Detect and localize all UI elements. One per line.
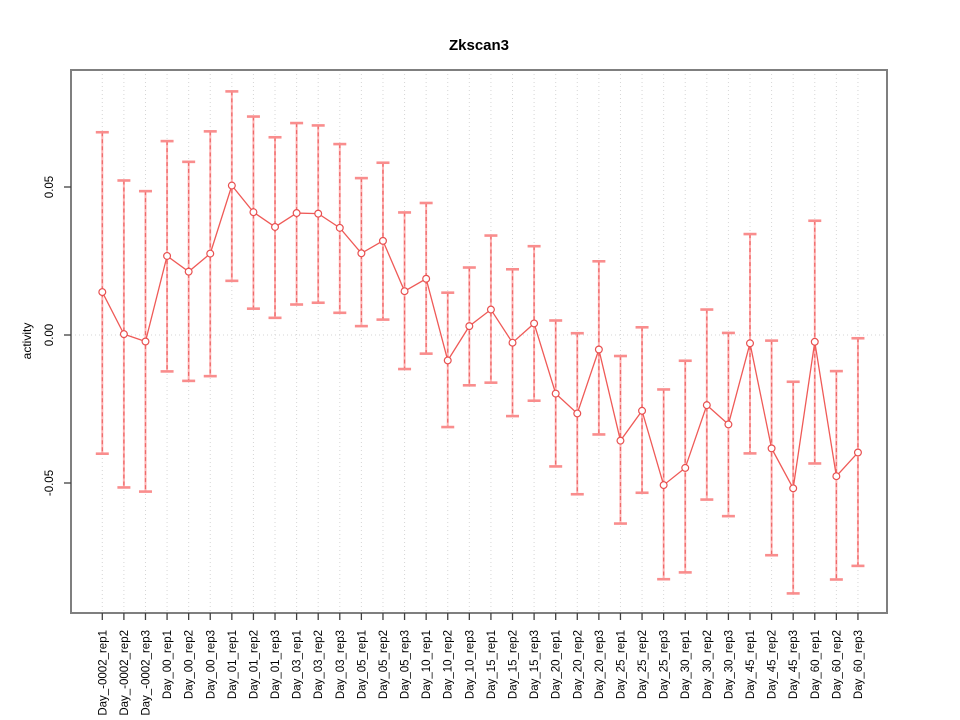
x-tick-label: Day_-0002_rep1 xyxy=(97,630,109,716)
data-point xyxy=(400,287,409,296)
data-point xyxy=(530,319,539,328)
data-point xyxy=(508,338,517,347)
series-polyline xyxy=(101,184,859,491)
data-point xyxy=(745,339,754,348)
x-tick-label: Day_03_rep1 xyxy=(292,630,304,699)
x-tick-label: Day_45_rep1 xyxy=(745,630,757,699)
data-point xyxy=(206,249,215,258)
y-tick-label: 0.00 xyxy=(44,324,56,346)
y-axis-label: activity xyxy=(20,323,34,360)
x-tick-label: Day_60_rep3 xyxy=(853,630,865,699)
x-tick-label: Day_05_rep1 xyxy=(356,630,368,699)
x-tick-label: Day_10_rep2 xyxy=(443,630,455,699)
data-point xyxy=(486,305,495,314)
chart-title: Zkscan3 xyxy=(449,37,509,54)
x-tick-label: Day_30_rep2 xyxy=(702,630,714,699)
x-tick-label: Day_01_rep3 xyxy=(270,630,282,699)
data-point xyxy=(724,420,733,429)
x-tick-label: Day_25_rep3 xyxy=(659,630,671,699)
data-point xyxy=(832,472,841,481)
gridlines xyxy=(71,70,887,613)
data-point xyxy=(249,208,258,217)
x-tick-label: Day_03_rep2 xyxy=(313,630,325,699)
data-point xyxy=(853,448,862,457)
data-point xyxy=(638,406,647,415)
data-points xyxy=(98,181,862,493)
x-tick-label: Day_45_rep2 xyxy=(767,630,779,699)
x-tick-label: Day_60_rep1 xyxy=(810,630,822,699)
x-tick-label: Day_30_rep3 xyxy=(723,630,735,699)
data-point xyxy=(465,322,474,331)
data-point xyxy=(443,356,452,365)
data-point xyxy=(271,222,280,231)
x-tick-label: Day_25_rep2 xyxy=(637,630,649,699)
x-tick-label: Day_15_rep3 xyxy=(529,630,541,699)
data-point xyxy=(594,345,603,354)
x-tick-label: Day_10_rep3 xyxy=(464,630,476,699)
x-tick-label: Day_01_rep2 xyxy=(248,630,260,699)
data-point xyxy=(98,288,107,297)
y-tick-label: 0.05 xyxy=(44,176,56,198)
data-point xyxy=(551,389,560,398)
data-point xyxy=(163,251,172,260)
data-point xyxy=(227,181,236,190)
x-tick-label: Day_30_rep1 xyxy=(680,630,692,699)
data-point xyxy=(314,209,323,218)
x-tick-label: Day_10_rep1 xyxy=(421,630,433,699)
data-point xyxy=(789,484,798,493)
x-tick-label: Day_20_rep2 xyxy=(572,630,584,699)
data-point xyxy=(702,401,711,410)
x-tick-label: Day_-0002_rep3 xyxy=(140,630,152,716)
axes: 0.05 0.00 -0.05 Day_-0002_rep1 Day_-0002_rep… xyxy=(44,69,888,716)
x-tick-label: Day_60_rep2 xyxy=(831,630,843,699)
data-point xyxy=(767,444,776,453)
data-point xyxy=(616,436,625,445)
x-tick-label: Day_00_rep3 xyxy=(205,630,217,699)
x-tick-label: Day_15_rep1 xyxy=(486,630,498,699)
x-tick-label: Day_05_rep3 xyxy=(400,630,412,699)
x-tick-label: Day_20_rep1 xyxy=(551,630,563,699)
x-tick-label: Day_15_rep2 xyxy=(508,630,520,699)
data-point xyxy=(659,481,668,490)
x-tick-label: Day_03_rep3 xyxy=(335,630,347,699)
data-point xyxy=(141,337,150,346)
data-point xyxy=(119,330,128,339)
data-point xyxy=(292,209,301,218)
data-point xyxy=(378,236,387,245)
x-tick-label: Day_20_rep3 xyxy=(594,630,606,699)
x-tick-label: Day_05_rep2 xyxy=(378,630,390,699)
data-point xyxy=(810,337,819,346)
x-tick-label: Day_25_rep1 xyxy=(615,630,627,699)
data-point xyxy=(422,274,431,283)
x-tick-label: Day_00_rep1 xyxy=(162,630,174,699)
y-tick-label: -0.05 xyxy=(44,470,56,496)
data-point xyxy=(184,267,193,276)
data-point xyxy=(681,463,690,472)
data-point xyxy=(357,249,366,258)
data-point xyxy=(573,409,582,418)
series-line xyxy=(101,184,859,491)
panel-border xyxy=(70,69,888,614)
data-point xyxy=(335,223,344,232)
x-tick-label: Day_45_rep3 xyxy=(788,630,800,699)
x-tick-label: Day_-0002_rep2 xyxy=(119,630,131,716)
x-tick-label: Day_00_rep2 xyxy=(184,630,196,699)
x-tick-label: Day_01_rep1 xyxy=(227,630,239,699)
